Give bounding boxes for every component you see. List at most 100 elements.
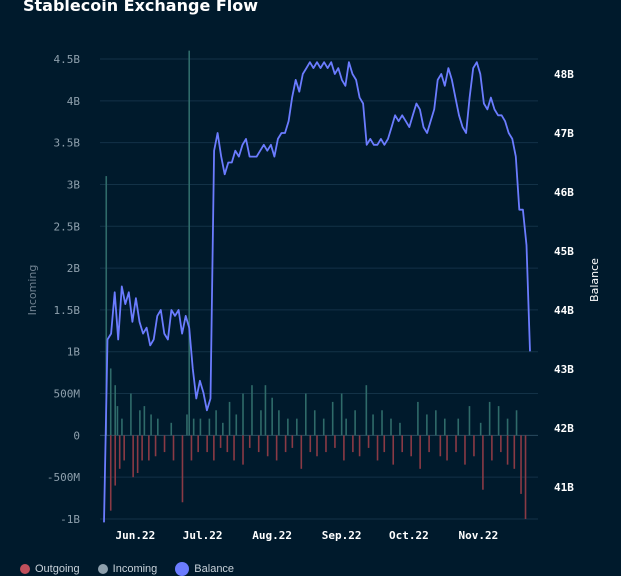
- balance-line-layer: [103, 61, 531, 523]
- incoming-bar: [222, 422, 224, 436]
- outgoing-bar: [410, 435, 412, 457]
- outgoing-bar: [206, 435, 208, 453]
- outgoing-bar: [367, 435, 370, 448]
- x-tick-label: Jul.22: [183, 529, 223, 542]
- incoming-bar: [228, 401, 231, 436]
- outgoing-bar: [392, 435, 395, 465]
- outgoing-bar: [309, 435, 312, 453]
- incoming-bar: [340, 393, 343, 436]
- outgoing-bar: [524, 435, 527, 519]
- left-tick-label: 3B: [67, 178, 81, 191]
- outgoing-bar: [219, 435, 222, 448]
- flow-bars: [105, 50, 527, 519]
- right-tick-label: 44B: [554, 304, 574, 317]
- outgoing-bar: [148, 435, 150, 461]
- incoming-bar: [157, 418, 159, 436]
- outgoing-bar: [383, 435, 386, 453]
- outgoing-bar: [439, 435, 442, 457]
- outgoing-bar: [473, 435, 475, 457]
- outgoing-bar: [226, 435, 229, 453]
- incoming-bar: [304, 393, 307, 436]
- legend-swatch-incoming: [97, 564, 108, 574]
- incoming-bar: [435, 410, 437, 436]
- legend-item-balance[interactable]: Balance: [175, 562, 234, 576]
- incoming-bar: [170, 422, 173, 436]
- outgoing-bar: [482, 435, 484, 490]
- outgoing-bar: [419, 435, 421, 469]
- incoming-bar: [331, 401, 334, 436]
- left-tick-label: 3.5B: [54, 137, 81, 150]
- legend-label: Balance: [194, 563, 235, 575]
- outgoing-bar: [284, 435, 287, 453]
- outgoing-bar: [114, 435, 117, 486]
- outgoing-bar: [358, 435, 361, 457]
- incoming-bar: [468, 406, 471, 436]
- outgoing-bar: [316, 435, 318, 457]
- incoming-bar: [264, 385, 267, 436]
- outgoing-bar: [325, 435, 327, 453]
- incoming-bar: [192, 418, 195, 436]
- incoming-bar: [506, 418, 509, 436]
- incoming-bar: [296, 418, 298, 436]
- incoming-bar: [130, 393, 132, 436]
- right-tick-label: 45B: [554, 245, 574, 258]
- incoming-bar: [242, 393, 244, 436]
- incoming-bar: [215, 410, 217, 436]
- outgoing-bar: [154, 435, 157, 457]
- x-tick-label: Jun.22: [116, 529, 156, 542]
- incoming-bar: [139, 410, 141, 436]
- x-tick-label: Oct.22: [389, 529, 429, 542]
- outgoing-bar: [376, 435, 379, 461]
- legend-item-outgoing[interactable]: Outgoing: [20, 562, 80, 576]
- outgoing-bar: [300, 435, 303, 469]
- incoming-bar: [417, 401, 419, 436]
- outgoing-bar: [242, 435, 244, 465]
- x-tick-label: Sep.22: [322, 529, 362, 542]
- outgoing-bar: [291, 435, 294, 448]
- incoming-bar: [372, 414, 374, 436]
- right-tick-label: 43B: [554, 363, 574, 376]
- outgoing-bar: [464, 435, 466, 465]
- outgoing-bar: [181, 435, 184, 503]
- incoming-bar: [121, 418, 123, 436]
- incoming-bar: [235, 414, 238, 436]
- incoming-bar: [251, 385, 253, 436]
- outgoing-bar: [275, 435, 278, 461]
- legend-label: Incoming: [112, 563, 158, 575]
- legend: Outgoing Incoming Balance: [20, 562, 234, 576]
- outgoing-bar: [172, 435, 175, 461]
- outgoing-bar: [334, 435, 336, 448]
- incoming-bar: [313, 410, 316, 436]
- right-axis-ticks: 48B 47B 46B 45B 44B 43B 42B 41B: [554, 68, 574, 494]
- incoming-bar: [488, 401, 491, 436]
- incoming-bar: [381, 410, 383, 436]
- right-axis-title: Balance: [588, 258, 601, 302]
- legend-item-incoming[interactable]: Incoming: [97, 562, 158, 576]
- right-tick-label: 47B: [554, 127, 574, 140]
- left-tick-label: -1B: [60, 513, 80, 526]
- outgoing-bar: [141, 435, 143, 461]
- x-tick-label: Nov.22: [459, 529, 499, 542]
- incoming-bar: [208, 418, 211, 436]
- incoming-bar: [271, 397, 273, 436]
- incoming-bar: [105, 176, 108, 436]
- incoming-bar: [278, 410, 280, 436]
- incoming-bar: [260, 410, 262, 436]
- outgoing-bar: [197, 435, 199, 453]
- incoming-bar: [109, 368, 112, 436]
- incoming-bar: [150, 414, 152, 436]
- incoming-bar: [354, 410, 356, 436]
- outgoing-bar: [266, 435, 269, 457]
- incoming-bar: [345, 418, 347, 436]
- incoming-bar: [188, 50, 190, 436]
- left-tick-label: 4B: [67, 95, 81, 108]
- incoming-bar: [116, 406, 119, 436]
- incoming-bar: [497, 406, 500, 436]
- legend-swatch-balance: [175, 562, 190, 576]
- grid-lines: [100, 58, 538, 520]
- outgoing-bar: [109, 435, 112, 511]
- outgoing-bar: [352, 435, 354, 453]
- left-tick-label: 2B: [67, 262, 81, 275]
- right-tick-label: 48B: [554, 68, 574, 81]
- left-tick-label: 2.5B: [54, 220, 81, 233]
